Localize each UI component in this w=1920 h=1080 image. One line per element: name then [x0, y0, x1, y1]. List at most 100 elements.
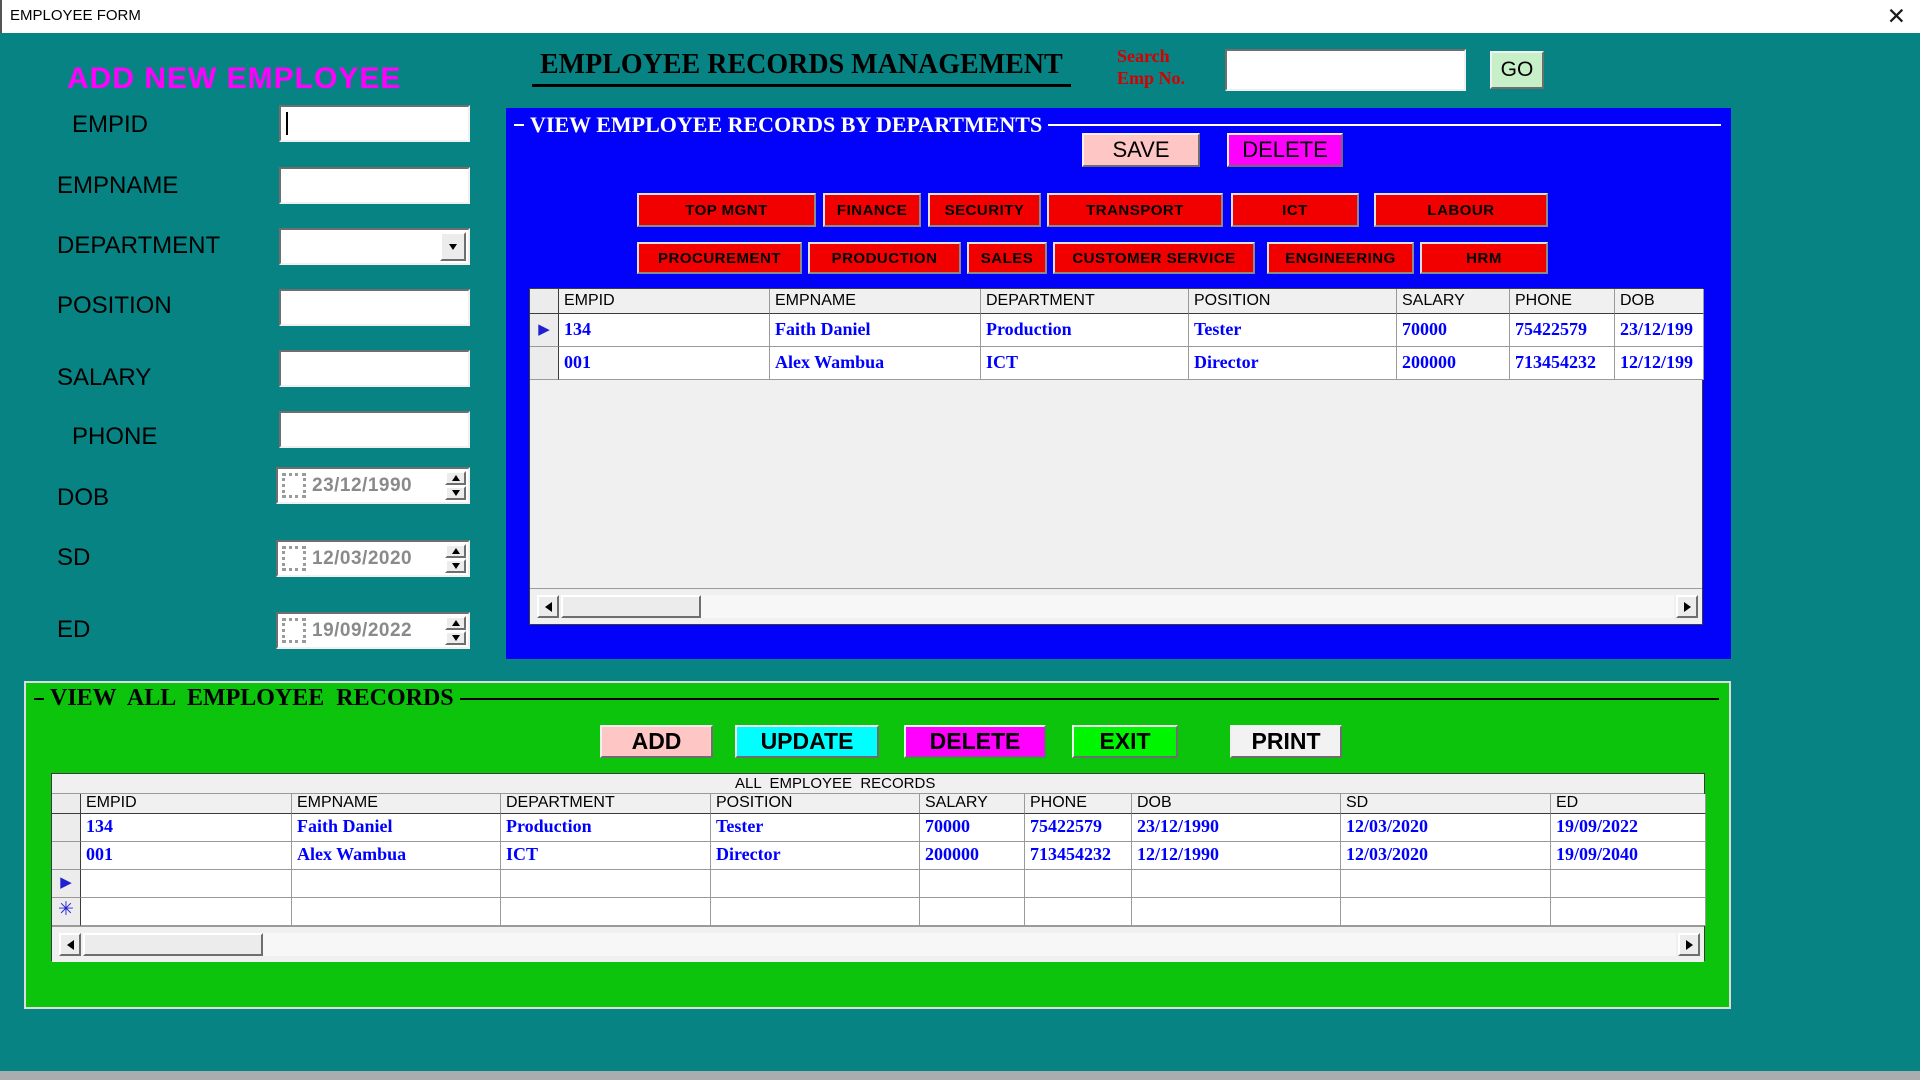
grid-cell[interactable]	[1551, 898, 1706, 926]
grid-cell[interactable]: 134	[559, 314, 770, 347]
grid-cell[interactable]: Alex Wambua	[770, 347, 981, 380]
grid-cell[interactable]	[292, 870, 501, 898]
ed-checkbox[interactable]	[282, 618, 306, 643]
sd-date-picker[interactable]: 12/03/2020	[276, 540, 470, 577]
grid-cell[interactable]: 713454232	[1510, 347, 1615, 380]
dept-button-sales[interactable]: SALES	[967, 242, 1047, 274]
empname-field[interactable]	[279, 167, 470, 204]
dept-button-finance[interactable]: FINANCE	[823, 193, 921, 227]
dept-button-engineering[interactable]: ENGINEERING	[1267, 242, 1414, 274]
grid-cell[interactable]: 19/09/2040	[1551, 842, 1706, 870]
grid-cell[interactable]: 001	[81, 842, 292, 870]
grid-cell[interactable]	[1341, 898, 1551, 926]
row-selector[interactable]	[52, 814, 81, 842]
table-row[interactable]: ▶	[52, 870, 1706, 898]
grid-cell[interactable]: 19/09/2022	[1551, 814, 1706, 842]
scrollbar-thumb[interactable]	[83, 933, 263, 956]
grid-cell[interactable]	[1025, 898, 1132, 926]
exit-button[interactable]: EXIT	[1072, 725, 1178, 758]
grid-cell[interactable]	[1132, 898, 1341, 926]
dept-button-procurement[interactable]: PROCUREMENT	[637, 242, 802, 274]
search-emp-input[interactable]	[1225, 49, 1466, 91]
delete-button[interactable]: DELETE	[904, 725, 1046, 758]
table-row[interactable]: ✳	[52, 898, 1706, 926]
row-selector[interactable]: ▶	[530, 314, 559, 347]
grid-cell[interactable]: Tester	[711, 814, 920, 842]
dept-button-transport[interactable]: TRANSPORT	[1047, 193, 1223, 227]
grid-cell[interactable]: ICT	[981, 347, 1189, 380]
delete-record-button[interactable]: DELETE	[1227, 133, 1343, 167]
grid-cell[interactable]: 75422579	[1025, 814, 1132, 842]
ed-spin-up[interactable]	[445, 616, 466, 630]
grid-cell[interactable]: Director	[1189, 347, 1397, 380]
grid-cell[interactable]: Director	[711, 842, 920, 870]
dob-spin-down[interactable]	[445, 486, 466, 500]
print-button[interactable]: PRINT	[1230, 725, 1342, 758]
sd-checkbox[interactable]	[282, 546, 306, 571]
department-dropdown[interactable]	[279, 228, 470, 265]
grid-cell[interactable]	[920, 898, 1025, 926]
scroll-left-button[interactable]	[537, 595, 559, 618]
add-button[interactable]: ADD	[600, 725, 713, 758]
grid-cell[interactable]	[501, 898, 711, 926]
grid-cell[interactable]	[711, 870, 920, 898]
grid-cell[interactable]: 70000	[920, 814, 1025, 842]
go-button[interactable]: GO	[1490, 51, 1544, 89]
row-selector[interactable]	[52, 842, 81, 870]
scrollbar-track[interactable]	[701, 595, 1674, 618]
dept-button-production[interactable]: PRODUCTION	[808, 242, 961, 274]
grid-cell[interactable]: 23/12/1990	[1132, 814, 1341, 842]
grid-cell[interactable]	[1025, 870, 1132, 898]
dept-button-hrm[interactable]: HRM	[1420, 242, 1548, 274]
table-row[interactable]: 001 Alex Wambua ICT Director 200000 713454232…	[530, 347, 1704, 380]
dob-date-picker[interactable]: 23/12/1990	[276, 467, 470, 504]
scroll-left-button[interactable]	[59, 933, 81, 956]
row-selector[interactable]: ▶	[52, 870, 81, 898]
grid-cell[interactable]	[81, 898, 292, 926]
dept-button-top-mgnt[interactable]: TOP MGNT	[637, 193, 816, 227]
close-icon[interactable]: ✕	[1886, 3, 1906, 29]
chevron-down-button[interactable]	[440, 232, 466, 261]
grid-cell[interactable]	[711, 898, 920, 926]
grid-cell[interactable]	[1551, 870, 1706, 898]
empid-field[interactable]	[279, 105, 470, 142]
dob-checkbox[interactable]	[282, 473, 306, 498]
scrollbar-track[interactable]	[263, 933, 1676, 956]
grid-cell[interactable]: 23/12/199	[1615, 314, 1704, 347]
table-row[interactable]: 001 Alex Wambua ICT Director 200000 713454232…	[52, 842, 1706, 870]
update-button[interactable]: UPDATE	[735, 725, 879, 758]
grid-cell[interactable]	[292, 898, 501, 926]
dob-spin-up[interactable]	[445, 471, 466, 485]
salary-field[interactable]	[279, 350, 470, 387]
grid-cell[interactable]: Tester	[1189, 314, 1397, 347]
grid-cell[interactable]: 713454232	[1025, 842, 1132, 870]
grid-cell[interactable]: 12/12/1990	[1132, 842, 1341, 870]
position-field[interactable]	[279, 289, 470, 326]
save-button[interactable]: SAVE	[1082, 133, 1200, 167]
grid-cell[interactable]: 12/03/2020	[1341, 814, 1551, 842]
scroll-right-button[interactable]	[1678, 933, 1700, 956]
dept-button-customer-service[interactable]: CUSTOMER SERVICE	[1053, 242, 1255, 274]
grid-cell[interactable]: 001	[559, 347, 770, 380]
grid-cell[interactable]: Faith Daniel	[770, 314, 981, 347]
grid-cell[interactable]: 75422579	[1510, 314, 1615, 347]
dept-button-security[interactable]: SECURITY	[928, 193, 1041, 227]
grid-cell[interactable]: 12/03/2020	[1341, 842, 1551, 870]
ed-date-picker[interactable]: 19/09/2022	[276, 612, 470, 649]
grid-cell[interactable]: Production	[501, 814, 711, 842]
grid-cell[interactable]: 12/12/199	[1615, 347, 1704, 380]
scrollbar-thumb[interactable]	[561, 595, 701, 618]
grid-cell[interactable]	[1341, 870, 1551, 898]
grid-cell[interactable]	[920, 870, 1025, 898]
grid-cell[interactable]: 134	[81, 814, 292, 842]
table-row[interactable]: ▶ 134 Faith Daniel Production Tester 70000 754…	[530, 314, 1704, 347]
sd-spin-up[interactable]	[445, 544, 466, 558]
grid-cell[interactable]: 200000	[920, 842, 1025, 870]
row-selector[interactable]	[530, 347, 559, 380]
phone-field[interactable]	[279, 411, 470, 448]
grid-cell[interactable]: ICT	[501, 842, 711, 870]
dept-button-ict[interactable]: ICT	[1231, 193, 1359, 227]
table-row[interactable]: 134 Faith Daniel Production Tester 70000 7542…	[52, 814, 1706, 842]
grid-cell[interactable]: Alex Wambua	[292, 842, 501, 870]
grid-cell[interactable]: Production	[981, 314, 1189, 347]
